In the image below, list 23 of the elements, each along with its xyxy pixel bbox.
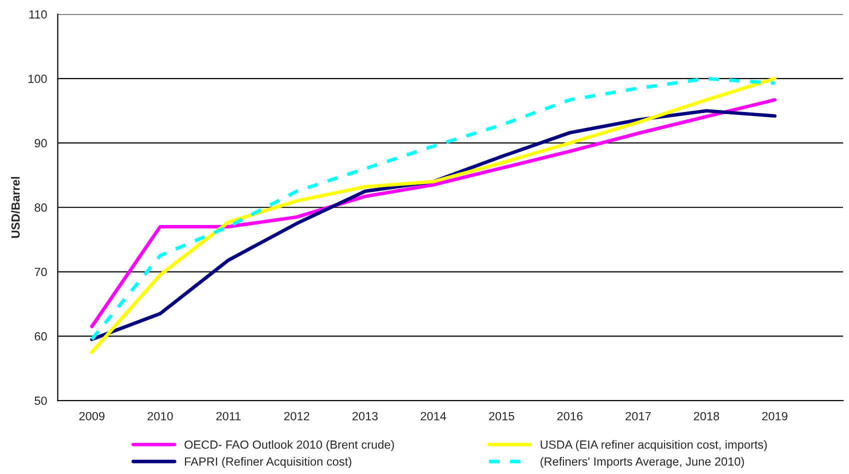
y-tick-label: 110	[29, 10, 47, 19]
x-tick-label: 2009	[79, 412, 104, 420]
legend-label: USDA (EIA refiner acquisition cost, imports)	[540, 440, 767, 452]
y-tick-label: 60	[34, 332, 47, 341]
y-tick-label: 100	[28, 74, 47, 83]
x-tick-label: 2015	[489, 412, 514, 420]
x-tick-label: 2018	[694, 412, 720, 420]
x-tick-label: 2019	[762, 412, 788, 420]
x-tick-label: 2012	[284, 412, 310, 420]
y-tick-label: 50	[34, 396, 47, 405]
y-tick-label: 80	[34, 203, 47, 212]
legend-label: OECD- FAO Outlook 2010 (Brent crude)	[184, 440, 394, 452]
legend-label: FAPRI (Refiner Acquisition cost)	[185, 457, 352, 468]
x-tick-label: 2010	[148, 412, 173, 420]
x-tick-label: 2011	[216, 412, 241, 420]
y-axis-title: USD/Barrel	[11, 177, 20, 238]
y-tick-label: 90	[34, 139, 47, 148]
x-tick-label: 2016	[557, 412, 583, 420]
x-tick-label: 2014	[420, 412, 446, 420]
x-tick-label: 2017	[626, 412, 651, 420]
legend-label: (Refiners' Imports Average, June 2010)	[540, 457, 744, 468]
y-tick-label: 70	[34, 268, 47, 276]
x-tick-label: 2013	[352, 412, 378, 420]
